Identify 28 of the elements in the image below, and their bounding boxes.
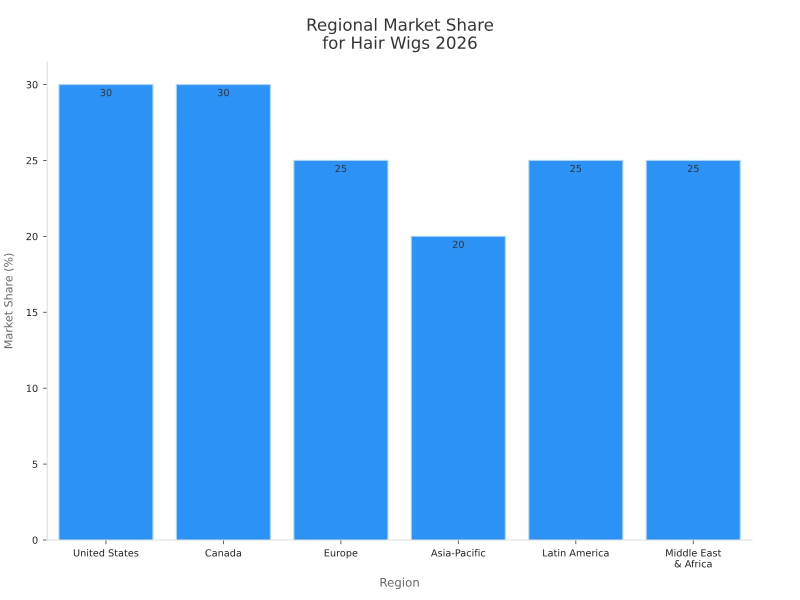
data-label: 25 — [570, 164, 582, 172]
data-label: 25 — [688, 164, 699, 172]
y-tick-label: 10 — [26, 384, 38, 392]
bar — [528, 160, 624, 540]
data-label: 20 — [452, 240, 464, 248]
y-tick-label: 15 — [26, 308, 38, 316]
x-tick-label: United States — [74, 549, 138, 557]
x-tick-label: Asia-Pacific — [431, 549, 486, 557]
bar — [58, 84, 154, 540]
data-label: 30 — [100, 88, 112, 96]
y-tick-label: 30 — [26, 81, 38, 88]
y-tick-label: 5 — [32, 460, 38, 468]
x-tick-label: Latin America — [543, 549, 609, 557]
x-axis-title: Region — [380, 578, 419, 590]
data-label: 25 — [335, 164, 346, 172]
chart-title: Regional Market Share for Hair Wigs 2026 — [308, 18, 494, 52]
x-tick-label: Middle East & Africa — [666, 549, 722, 568]
data-label: 30 — [218, 88, 229, 96]
bar — [646, 160, 741, 540]
x-tick-label: Canada — [205, 549, 242, 557]
bar — [410, 236, 506, 540]
bar — [293, 160, 388, 540]
y-tick-label: 0 — [32, 536, 38, 544]
y-tick-label: 20 — [26, 232, 38, 240]
bar — [176, 84, 271, 540]
x-tick-label: Europe — [324, 549, 358, 558]
y-tick-label: 25 — [26, 156, 38, 164]
y-axis-title: Market Share (%) — [4, 254, 14, 348]
